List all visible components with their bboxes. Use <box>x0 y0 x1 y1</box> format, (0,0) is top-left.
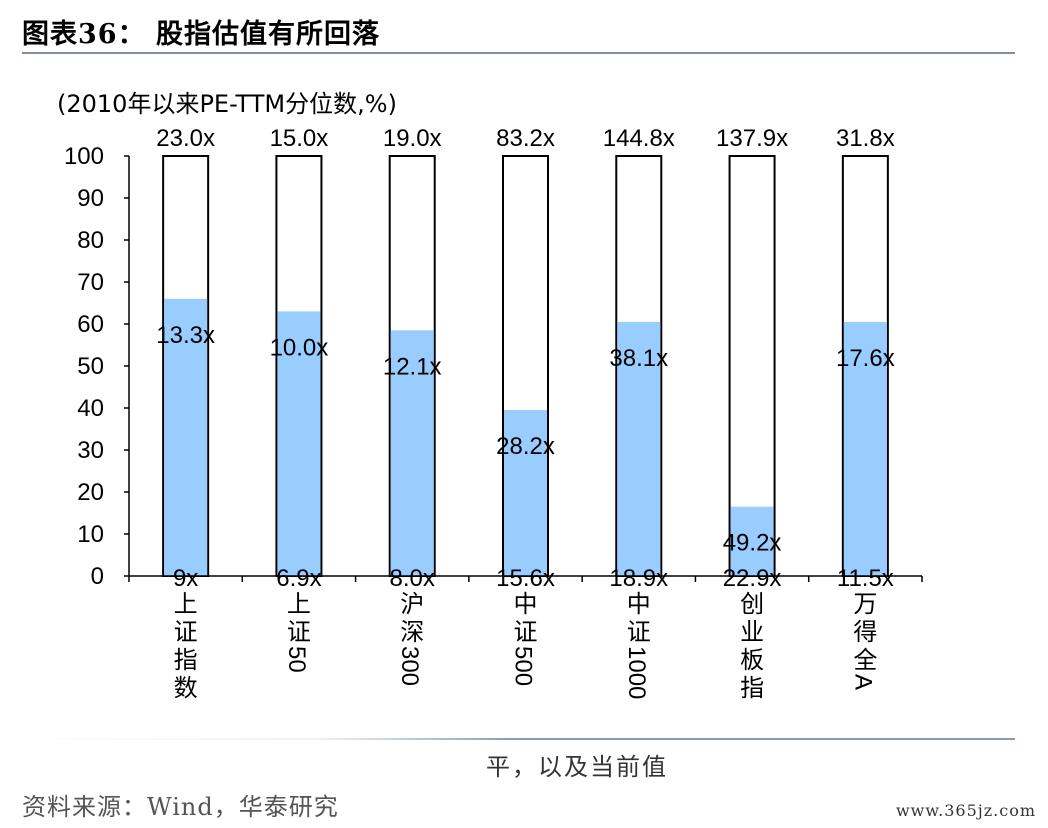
category-label: 证 <box>627 619 651 646</box>
category-label: 证 <box>287 619 311 646</box>
percentile-bar <box>504 410 547 576</box>
category-label: 沪 <box>400 591 424 618</box>
y-tick-label: 70 <box>77 269 104 296</box>
figure-title: 图表36： 股指估值有所回落 <box>22 19 380 50</box>
max-pe-label: 15.0x <box>270 125 329 152</box>
category-label: 全 <box>853 647 877 674</box>
category-label: 证 <box>174 619 198 646</box>
percentile-bar-chart: 010203040506070809010023.0x13.3x9x上证指数15… <box>64 125 923 702</box>
y-tick-label: 30 <box>77 437 104 464</box>
unit-label: (2010年以来PE-TTM分位数,%) <box>57 90 397 118</box>
max-pe-label: 19.0x <box>383 125 442 152</box>
category-label: 中 <box>514 591 538 618</box>
current-pe-label: 38.1x <box>609 345 668 372</box>
category-label: 指 <box>740 675 764 702</box>
category-label: 上 <box>174 591 198 618</box>
category-label: 500 <box>510 646 537 686</box>
bottom-rule <box>22 738 1015 740</box>
max-pe-label: 137.9x <box>716 125 788 152</box>
category-label: 深 <box>400 619 424 646</box>
y-tick-label: 60 <box>77 311 104 338</box>
category-label: 业 <box>740 619 764 646</box>
current-pe-label: 13.3x <box>156 322 215 349</box>
y-tick-label: 80 <box>77 227 104 254</box>
current-pe-label: 49.2x <box>723 530 782 557</box>
max-pe-label: 31.8x <box>836 125 895 152</box>
category-label: 1000 <box>623 646 650 699</box>
note-text: 平，以及当前值 <box>486 753 668 781</box>
range-frame <box>728 155 776 577</box>
y-tick-label: 90 <box>77 185 104 212</box>
watermark: www.365jz.com <box>895 801 1036 820</box>
percentile-bar <box>277 311 321 576</box>
min-pe-label: 22.9x <box>723 565 782 592</box>
min-pe-label: 15.6x <box>496 565 555 592</box>
current-pe-label: 10.0x <box>270 334 329 361</box>
current-pe-label: 17.6x <box>836 345 895 372</box>
y-tick-label: 40 <box>77 395 104 422</box>
category-label: 中 <box>627 591 651 618</box>
category-label: 创 <box>740 591 764 618</box>
y-tick-label: 10 <box>77 521 104 548</box>
min-pe-label: 8.0x <box>390 565 435 592</box>
category-label: 指 <box>174 647 198 674</box>
category-label: 数 <box>174 675 198 702</box>
current-pe-label: 28.2x <box>496 433 555 460</box>
min-pe-label: 9x <box>173 565 198 592</box>
max-pe-label: 144.8x <box>603 125 675 152</box>
current-pe-label: 12.1x <box>383 353 442 380</box>
min-pe-label: 11.5x <box>837 565 894 592</box>
category-label: 板 <box>740 647 764 674</box>
category-label: 300 <box>396 646 423 686</box>
y-tick-label: 50 <box>77 353 104 380</box>
percentile-bar <box>617 321 661 576</box>
category-label: 50 <box>283 646 310 673</box>
category-label: A <box>849 674 876 690</box>
y-tick-label: 0 <box>91 563 104 590</box>
min-pe-label: 18.9x <box>609 565 668 592</box>
category-label: 得 <box>853 619 877 646</box>
percentile-bar <box>730 506 774 576</box>
category-label: 万 <box>853 591 877 618</box>
min-pe-label: 6.9x <box>276 565 321 592</box>
y-tick-label: 100 <box>64 143 104 170</box>
category-label: 证 <box>514 619 538 646</box>
percentile-bar <box>164 298 208 576</box>
max-pe-label: 83.2x <box>496 125 555 152</box>
percentile-bar <box>843 321 887 576</box>
percentile-bar <box>390 330 434 576</box>
category-label: 上 <box>287 591 311 618</box>
source-text: 资料来源：Wind，华泰研究 <box>22 793 339 821</box>
max-pe-label: 23.0x <box>156 125 215 152</box>
y-tick-label: 20 <box>77 479 104 506</box>
title-rule <box>22 52 1015 54</box>
